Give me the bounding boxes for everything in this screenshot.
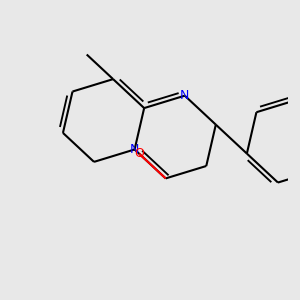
Text: O: O (134, 147, 144, 160)
Text: N: N (180, 89, 190, 102)
Text: N: N (130, 143, 139, 156)
